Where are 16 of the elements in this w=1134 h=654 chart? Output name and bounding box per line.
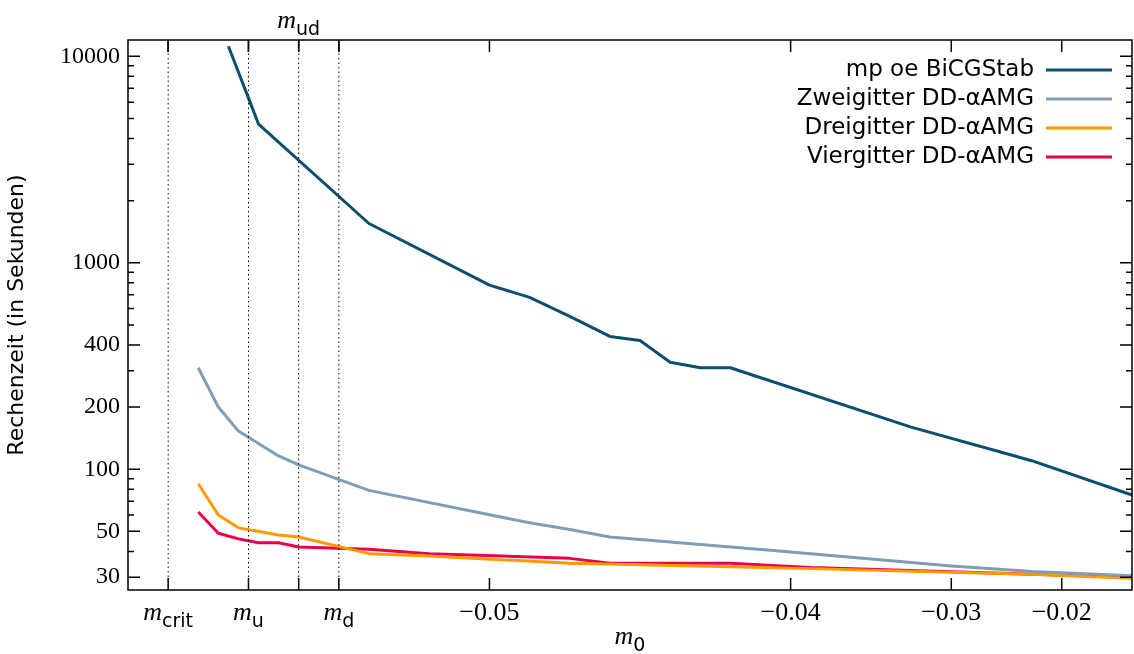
x-tick-label: −0.02 bbox=[1031, 597, 1092, 626]
y-tick-label: 200 bbox=[84, 392, 120, 419]
x-tick-label: −0.04 bbox=[760, 597, 821, 626]
y-tick-label: 10000 bbox=[60, 41, 120, 68]
legend-label: Viergitter DD-αAMG bbox=[806, 141, 1034, 168]
y-tick-label: 100 bbox=[84, 454, 120, 481]
x-tick-label: −0.03 bbox=[921, 597, 982, 626]
legend-label: mp oe BiCGStab bbox=[845, 54, 1034, 81]
y-axis-title: Rechenzeit (in Sekunden) bbox=[2, 174, 28, 456]
x-tick-label: −0.05 bbox=[459, 597, 520, 626]
y-tick-label: 30 bbox=[96, 562, 120, 589]
y-tick-label: 400 bbox=[84, 330, 120, 357]
legend-label: Zweigitter DD-αAMG bbox=[796, 83, 1034, 110]
legend-label: Dreigitter DD-αAMG bbox=[804, 112, 1034, 139]
y-tick-label: 50 bbox=[96, 516, 120, 543]
y-tick-label: 1000 bbox=[72, 248, 120, 275]
